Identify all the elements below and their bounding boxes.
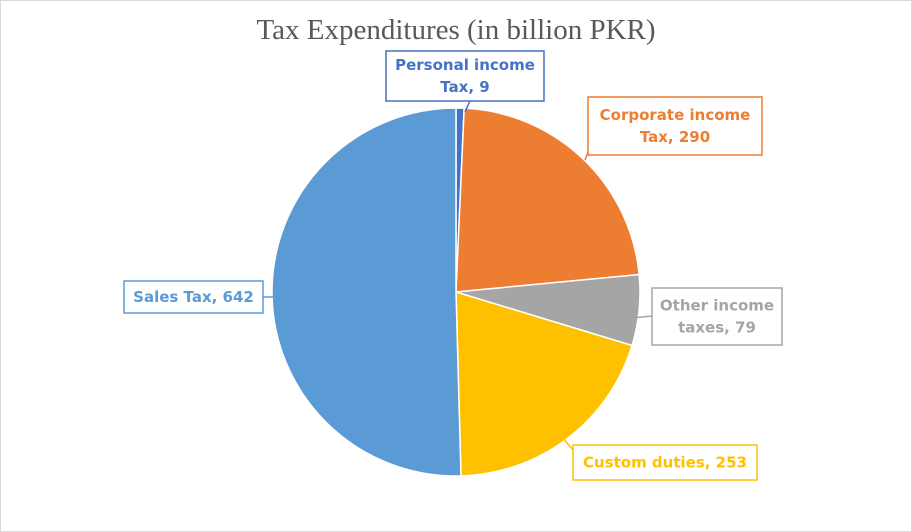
data-label-custom-duties: Custom duties, 253: [561, 436, 758, 481]
callout-box: [385, 50, 545, 102]
data-label-personal-income-tax: Personal income Tax, 9: [385, 50, 545, 113]
callout-box: [587, 96, 763, 156]
data-label-sales-tax: Sales Tax, 642: [123, 280, 273, 314]
data-label-text: Corporate income: [600, 106, 751, 124]
data-label-text: Custom duties, 253: [583, 454, 747, 472]
data-label-text: taxes, 79: [678, 319, 756, 337]
pie-slice-custom-duties: [455, 290, 633, 477]
pie-slice-corporate-income-tax: [455, 107, 640, 293]
data-label-text: Personal income: [395, 56, 535, 74]
data-label-text: Tax, 9: [440, 78, 489, 96]
chart-title: Tax Expenditures (in billion PKR): [256, 14, 656, 46]
leader-line: [561, 436, 574, 451]
leader-line: [632, 315, 653, 319]
data-label-text: Tax, 290: [640, 128, 710, 146]
data-label-text: Other income: [660, 297, 774, 315]
leader-line: [464, 100, 471, 113]
pie-slice-sales-tax: [271, 107, 462, 477]
callout-box: [651, 287, 783, 346]
callout-box: [572, 444, 758, 481]
data-label-corporate-income-tax: Corporate income Tax, 290: [584, 96, 763, 161]
data-label-text: Sales Tax, 642: [133, 288, 254, 306]
data-label-other-income-taxes: Other income taxes, 79: [632, 287, 783, 346]
callout-box: [123, 280, 264, 314]
